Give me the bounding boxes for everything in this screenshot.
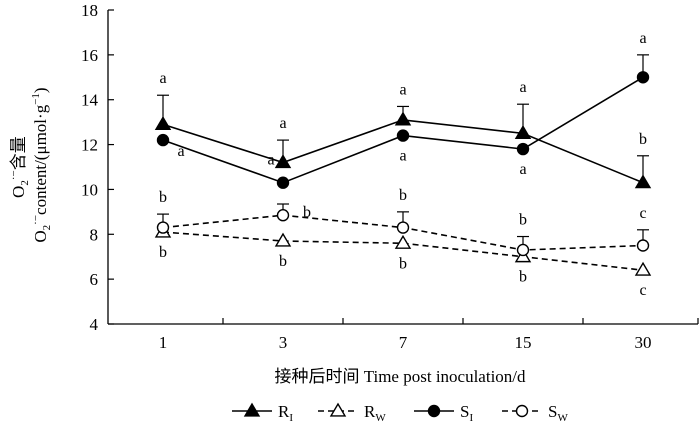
legend-marker: [515, 404, 529, 418]
significance-label: b: [639, 131, 647, 148]
data-point: [634, 261, 652, 276]
series-s-i: a a a a a: [156, 30, 650, 189]
y-tick-label: 14: [81, 91, 99, 110]
significance-label: a: [177, 143, 184, 160]
data-point: [156, 221, 170, 234]
significance-label: c: [639, 205, 646, 222]
y-title-chem-sub: 2: [19, 180, 31, 186]
data-point: [274, 232, 292, 247]
legend-marker: [427, 404, 441, 418]
legend-item: SW: [502, 402, 568, 424]
significance-label: a: [519, 161, 526, 178]
x-tick-label: 7: [399, 333, 408, 352]
x-tick-label: 30: [635, 333, 652, 352]
data-point: [276, 176, 290, 189]
y-tick-label: 6: [90, 270, 99, 289]
significance-label: a: [639, 30, 646, 47]
series-s-w: b b b b c: [156, 187, 650, 257]
y-tick-label: 8: [90, 225, 99, 244]
significance-label: a: [519, 79, 526, 96]
legend-label: RW: [364, 402, 386, 424]
y-title-chem: O: [9, 186, 28, 198]
y-title-cn: 含量: [9, 136, 28, 170]
y-title-chem-sub-2: 2: [41, 225, 53, 231]
significance-label: b: [519, 212, 527, 229]
y-tick-label: 16: [81, 46, 98, 65]
significance-label: b: [159, 189, 167, 206]
series-r-i: a a a a b: [154, 70, 652, 189]
x-tick-label: 15: [515, 333, 532, 352]
data-point: [636, 239, 650, 252]
significance-label: b: [159, 244, 167, 261]
significance-label: b: [399, 187, 407, 204]
data-point: [154, 116, 172, 130]
data-point: [634, 174, 652, 189]
legend-label: SI: [460, 402, 473, 424]
significance-label: b: [399, 255, 407, 272]
significance-label: b: [279, 253, 287, 270]
significance-label: a: [159, 70, 166, 87]
significance-label: b: [303, 204, 311, 221]
legend: RI RW SI SW: [232, 402, 568, 424]
legend-label: SW: [548, 402, 568, 424]
legend-item: SI: [414, 402, 473, 424]
data-point: [276, 209, 290, 222]
data-point: [516, 142, 530, 156]
y-title-chem-sup-2: ·−: [30, 215, 42, 225]
significance-label: b: [519, 269, 527, 286]
y-title-unit-end: ): [31, 87, 50, 93]
y-tick-label: 12: [81, 136, 98, 155]
y-title-chem-sup: ·−: [8, 170, 20, 180]
significance-label: c: [639, 282, 646, 299]
y-tick-label: 18: [81, 1, 98, 20]
y-title-unit: (μmol·g: [31, 104, 50, 160]
data-point: [396, 221, 410, 234]
x-tick-label: 1: [159, 333, 168, 352]
plot-area: 4 6 8 10 12 14 16 18 1 3 7 15 30 a a a a b b b b b c a a a a a b b b b c: [81, 1, 699, 352]
x-tick-label: 3: [279, 333, 288, 352]
data-point: [394, 111, 412, 126]
data-point: [514, 124, 532, 139]
legend-label: RI: [278, 402, 293, 424]
legend-item: RI: [232, 402, 293, 424]
series-r-w: b b b b c: [154, 223, 652, 299]
y-tick-label: 4: [90, 315, 99, 334]
legend-marker: [243, 402, 261, 417]
data-point: [636, 71, 650, 84]
data-point: [394, 234, 412, 249]
legend-marker: [329, 402, 347, 417]
y-axis-title: O2·−含量 O2·−content/(μmol·g−1): [8, 87, 53, 242]
data-point: [396, 129, 410, 142]
data-point: [274, 154, 292, 169]
y-title-en: content/: [31, 160, 50, 215]
x-axis-title: 接种后时间 Time post inoculation/d: [274, 367, 526, 386]
y-tick-label: 10: [81, 180, 98, 199]
significance-label: a: [267, 152, 274, 169]
significance-label: a: [399, 148, 406, 165]
data-point: [516, 243, 530, 257]
significance-label: a: [399, 81, 406, 98]
data-point: [156, 133, 170, 147]
y-title-unit-sup: −1: [30, 93, 42, 105]
legend-item: RW: [318, 402, 386, 424]
significance-label: a: [279, 115, 286, 132]
y-title-chem-2: O: [31, 230, 50, 242]
